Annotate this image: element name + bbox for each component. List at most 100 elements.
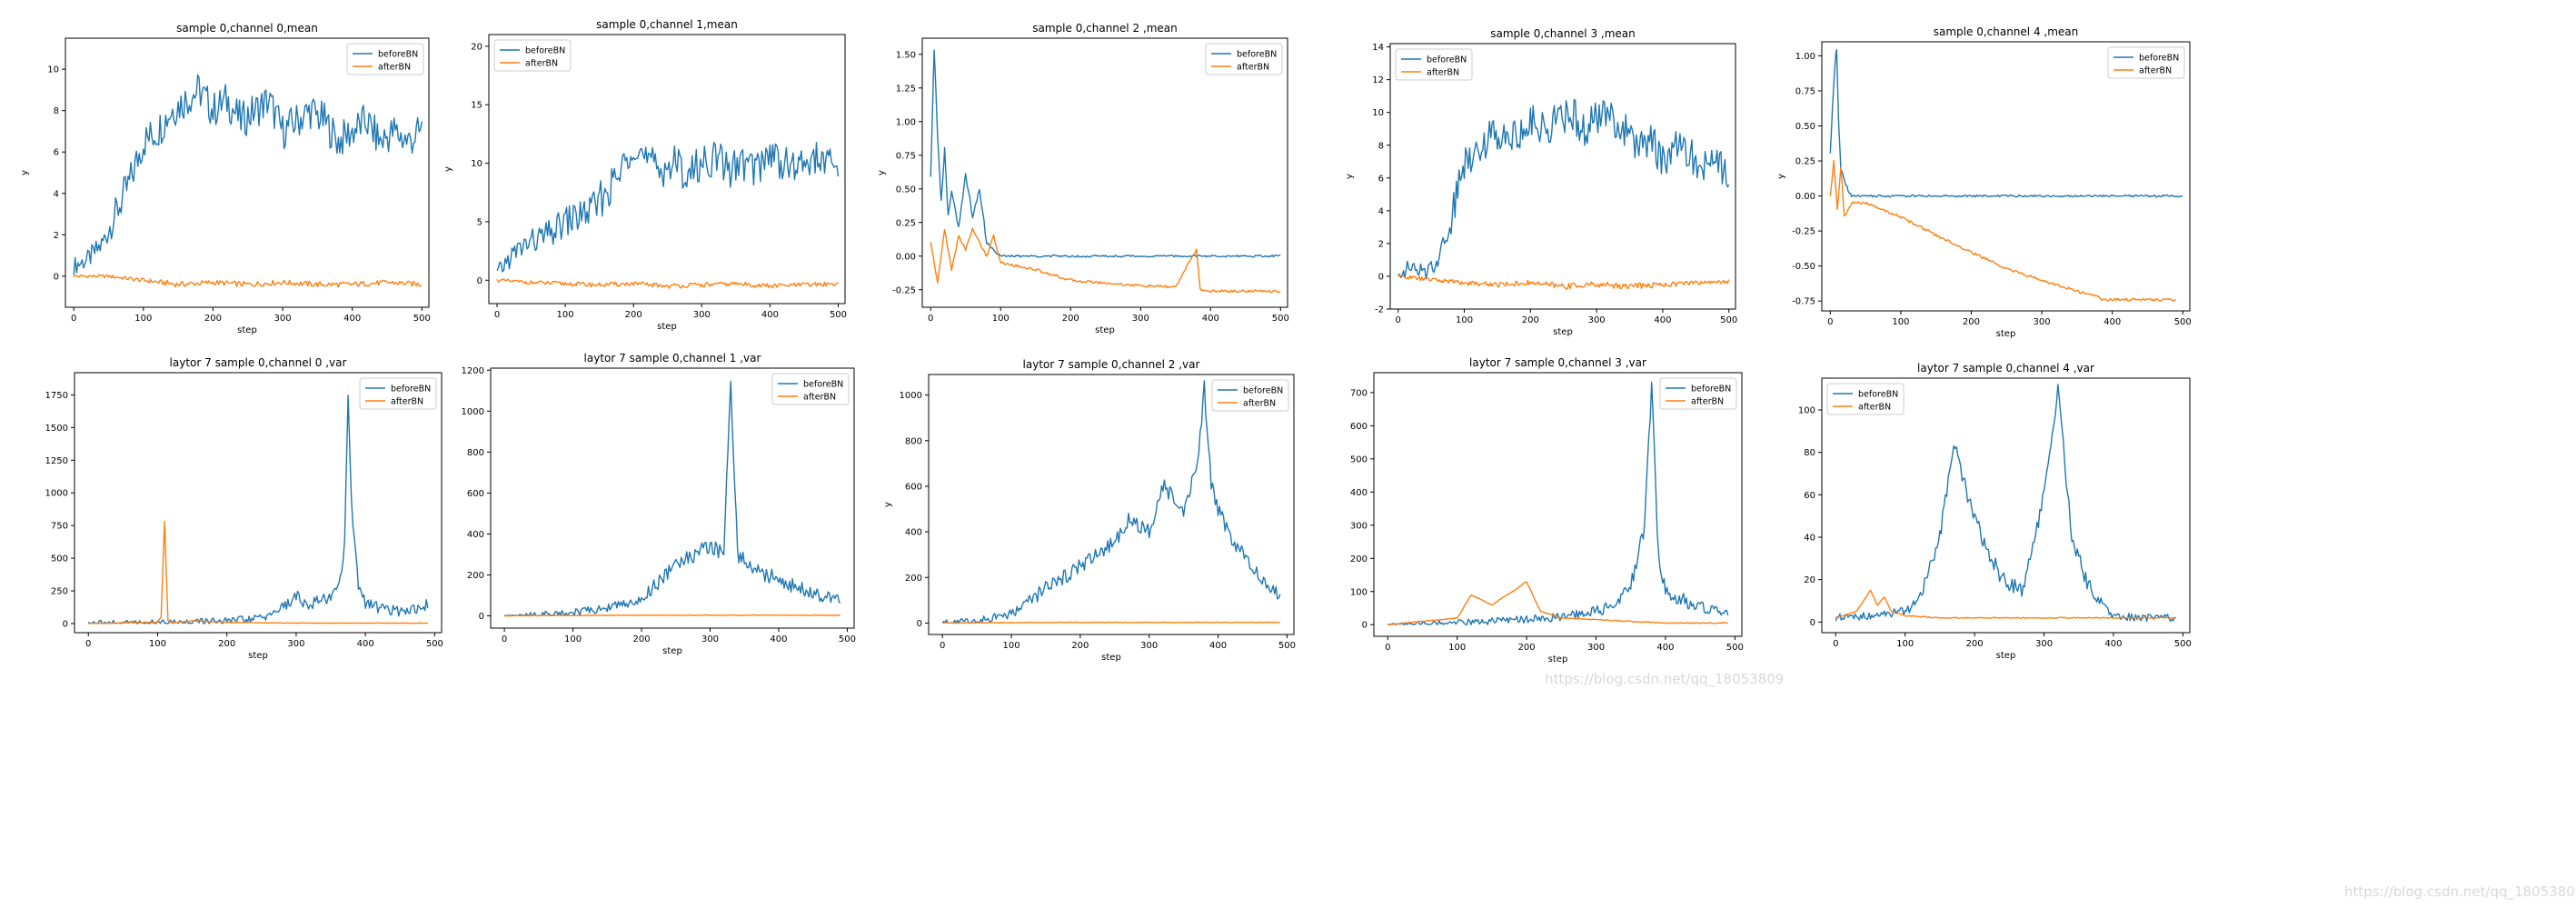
y-tick-label: -0.25 [892,285,916,295]
legend: beforeBN afterBN [1211,379,1289,412]
y-tick-label: 700 [1350,388,1368,398]
y-tick-label: 10 [1372,108,1384,118]
x-axis-label: step [1101,653,1121,663]
series-line-afterBN [1829,159,2176,302]
chart-title: sample 0,channel 0,mean [176,22,318,35]
legend-label-afterBN: afterBN [1858,403,1891,413]
legend-label-beforeBN: beforeBN [525,46,565,56]
series-line-afterBN [942,621,1280,624]
y-tick-label: 1.50 [896,50,916,60]
y-tick-label: 10 [47,65,59,75]
legend-label-beforeBN: beforeBN [1243,386,1283,396]
y-tick-label: 1000 [462,407,484,417]
x-tick-label: 200 [1071,641,1089,651]
x-tick-label: 200 [1966,639,1984,649]
y-tick-label: -0.50 [1792,262,1815,272]
legend-label-afterBN: afterBN [391,397,423,407]
legend-label-afterBN: afterBN [378,63,411,73]
x-axis-label: step [662,646,682,656]
y-tick-label: 5 [477,217,482,227]
axes-frame [921,37,1288,308]
y-axis-label: y [883,502,893,507]
x-tick-label: 400 [1209,641,1227,651]
axes-frame [1821,377,2191,634]
x-tick-label: 200 [218,639,235,649]
legend: beforeBN afterBN [359,377,437,410]
legend-label-beforeBN: beforeBN [378,50,418,60]
x-tick-label: 100 [149,639,166,649]
watermark-text-corner: https://blog.csdn.net/qq_18053809 [2344,884,2576,900]
x-tick-label: 300 [1588,315,1606,325]
x-axis-label: step [1996,329,2016,339]
y-tick-label: 0 [54,272,59,282]
legend-label-afterBN: afterBN [1237,63,1269,73]
series-line-beforeBN [930,49,1281,258]
y-tick-label: 0 [1810,618,1815,628]
x-axis-label: step [1553,327,1573,337]
y-tick-label: 8 [54,106,59,116]
series-line-beforeBN [1835,384,2176,623]
x-tick-label: 100 [1002,641,1019,651]
series-line-beforeBN [1397,98,1730,280]
chart-title: laytor 7 sample 0,channel 4 ,var [1917,362,2094,375]
series-line-beforeBN [496,141,840,273]
x-tick-label: 100 [1448,643,1466,653]
chart-6: laytor 7 sample 0,channel 0 ,var 0 100 200 3… [45,356,443,661]
x-tick-label: 0 [71,314,76,324]
chart-title: sample 0,channel 3 ,mean [1490,27,1636,40]
y-tick-label: 1750 [45,391,68,401]
x-tick-label: 0 [1827,317,1833,327]
legend-label-afterBN: afterBN [803,393,836,403]
axes-frame [488,34,846,305]
y-tick-label: -0.75 [1792,297,1815,307]
x-axis-label: step [248,651,268,661]
y-tick-label: 6 [54,148,59,158]
y-tick-label: 60 [1804,491,1815,501]
y-tick-label: 0.75 [1795,86,1815,96]
x-tick-label: 400 [770,634,787,644]
x-tick-label: 100 [1896,639,1914,649]
axes-frame [1821,41,2191,312]
y-tick-label: 0.50 [1795,122,1815,132]
x-tick-label: 100 [134,314,152,324]
legend-label-beforeBN: beforeBN [1427,55,1467,65]
x-tick-label: 300 [701,634,719,644]
y-tick-label: 0.00 [1795,192,1815,202]
y-tick-label: 1200 [462,366,484,376]
chart-2: sample 0,channel 1,mean 0 100 200 300 400 500 0… [443,18,847,332]
y-tick-label: 10 [471,159,482,169]
y-tick-label: 400 [1350,488,1368,498]
y-tick-label: 0 [917,619,922,629]
y-tick-label: 100 [1350,587,1368,597]
y-tick-label: 4 [1378,206,1384,216]
y-tick-label: 600 [1350,422,1368,432]
y-axis-label: y [20,170,30,175]
x-tick-label: 300 [274,314,292,324]
y-tick-label: 0.25 [896,218,916,228]
y-tick-label: 500 [1350,454,1368,464]
series-line-beforeBN [73,74,423,275]
x-tick-label: 200 [204,314,222,324]
y-tick-label: 200 [467,571,484,581]
y-tick-label: 6 [1378,174,1384,184]
x-tick-label: 500 [2174,317,2192,327]
chart-title: laytor 7 sample 0,channel 2 ,var [1023,358,1200,371]
legend-label-beforeBN: beforeBN [1691,385,1731,395]
legend-label-beforeBN: beforeBN [2139,54,2179,64]
x-tick-label: 0 [1833,639,1838,649]
legend-label-afterBN: afterBN [1243,399,1276,409]
x-tick-label: 500 [1278,641,1296,651]
y-tick-label: 0.50 [896,185,916,195]
legend-label-afterBN: afterBN [1427,68,1459,78]
y-tick-label: 1000 [900,391,922,401]
watermark-text: https://blog.csdn.net/qq_18053809 [1545,671,1785,687]
chart-8: laytor 7 sample 0,channel 2 ,var 0 100 200 3… [883,358,1296,663]
chart-title: laytor 7 sample 0,channel 1 ,var [584,352,761,365]
y-tick-label: 1.00 [1795,52,1815,62]
x-tick-label: 400 [357,639,374,649]
x-tick-label: 500 [1720,315,1737,325]
chart-title: laytor 7 sample 0,channel 0 ,var [170,356,347,369]
legend: beforeBN afterBN [1826,383,1905,415]
x-tick-label: 300 [2034,317,2051,327]
